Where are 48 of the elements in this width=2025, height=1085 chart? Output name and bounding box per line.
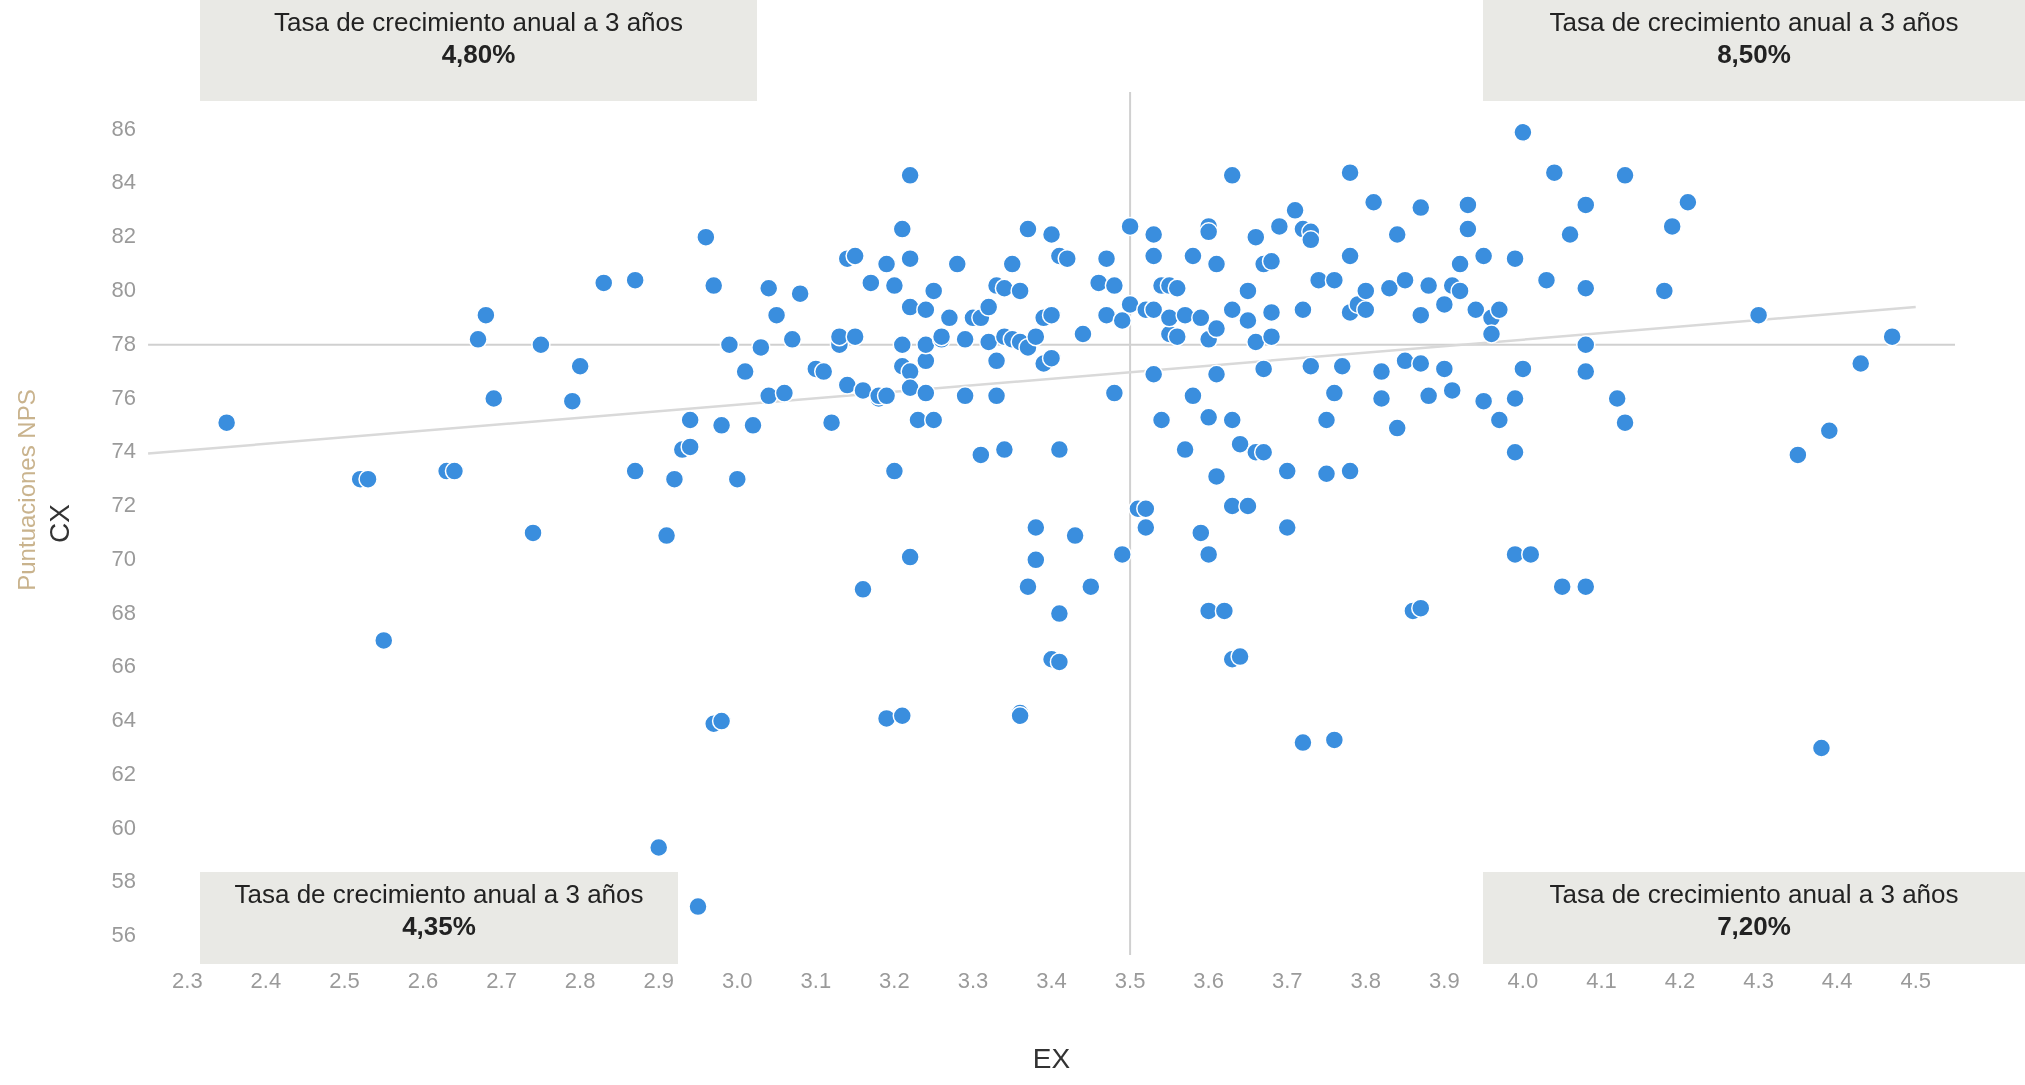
y-tick-label: 82 xyxy=(111,223,137,249)
y-tick-label: 86 xyxy=(111,115,137,141)
x-tick-label: 3.7 xyxy=(1271,968,1303,994)
x-tick-label: 3.5 xyxy=(1114,968,1146,994)
x-tick-label: 2.8 xyxy=(564,968,596,994)
x-tick-label: 2.3 xyxy=(172,968,203,994)
x-tick-label: 2.6 xyxy=(407,968,439,994)
caption-box: Tasa de crecimiento anual a 3 años 4,80% xyxy=(200,0,757,101)
x-tick-label: 4.4 xyxy=(1821,968,1853,994)
y-tick-label: 58 xyxy=(111,868,137,894)
y-tick-label: 84 xyxy=(111,169,137,195)
y-axis-title: CX xyxy=(43,503,75,543)
y-tick-label: 64 xyxy=(111,707,137,733)
y-tick-label: 60 xyxy=(111,814,137,840)
x-tick-label: 4.5 xyxy=(1900,968,1932,994)
y-tick-label: 66 xyxy=(111,653,137,679)
y-tick-label: 76 xyxy=(111,384,137,410)
x-tick-label: 3.3 xyxy=(957,968,989,994)
y-tick-label: 56 xyxy=(111,922,137,948)
x-tick-label: 4.1 xyxy=(1586,968,1617,994)
x-tick-label: 3.6 xyxy=(1193,968,1224,994)
text: Puntuaciones NPS xyxy=(12,389,41,591)
caption-box: Tasa de crecimiento anual a 3 años 4,35% xyxy=(200,872,678,964)
x-tick-label: 2.5 xyxy=(329,968,360,994)
annotation: Tasa de crecimiento anual a 3 años 7,20% xyxy=(1548,879,1960,942)
x-tick-label: 3.4 xyxy=(1036,968,1067,994)
x-tick-label: 3.0 xyxy=(721,968,753,994)
x-tick-label: 3.2 xyxy=(879,968,910,994)
y-tick-label: 78 xyxy=(111,330,137,356)
x-tick-label: 2.4 xyxy=(250,968,282,994)
y-tick-label: 68 xyxy=(111,599,137,625)
x-tick-label: 2.7 xyxy=(486,968,517,994)
caption-box: Tasa de crecimiento anual a 3 años 7,20% xyxy=(1483,872,2025,964)
annotation: Tasa de crecimiento anual a 3 años 4,35% xyxy=(233,879,645,942)
y-tick-label: 70 xyxy=(111,545,137,571)
y-tick-label: 80 xyxy=(111,277,137,303)
x-axis-title: EX xyxy=(1032,1042,1071,1074)
x-tick-label: 3.1 xyxy=(800,968,832,994)
y-tick-label: 74 xyxy=(111,438,137,464)
x-tick-label: 4.2 xyxy=(1664,968,1696,994)
x-tick-label: 3.8 xyxy=(1350,968,1382,994)
y-tick-label: 62 xyxy=(111,760,137,786)
x-tick-label: 3.9 xyxy=(1429,968,1460,994)
x-tick-label: 4.3 xyxy=(1743,968,1774,994)
caption-box: Tasa de crecimiento anual a 3 años 8,50% xyxy=(1483,0,2025,101)
x-tick-label: 2.9 xyxy=(643,968,675,994)
y-tick-label: 72 xyxy=(111,492,137,518)
x-tick-label: 4.0 xyxy=(1507,968,1539,994)
